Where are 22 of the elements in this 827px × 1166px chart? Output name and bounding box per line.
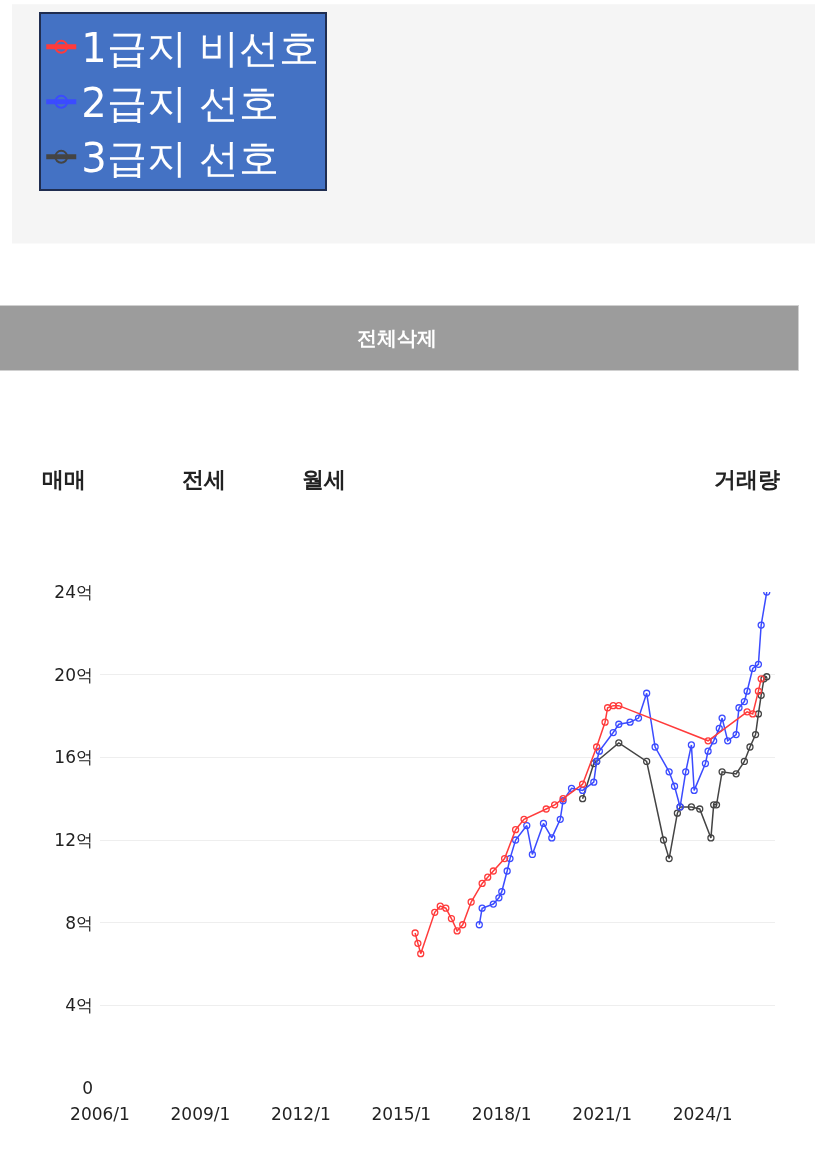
x-tick-label: 2006/1	[70, 1104, 130, 1124]
y-tick-label: 24억	[54, 581, 93, 602]
legend-label: 1급지 비선호	[81, 25, 320, 72]
y-tick-label: 16억	[54, 747, 93, 768]
text: 전체삭제	[357, 326, 437, 350]
x-tick-label: 2024/1	[672, 1104, 733, 1124]
x-tick-label: 2021/1	[572, 1104, 633, 1124]
text: 월세	[302, 467, 346, 492]
text: 전세	[182, 467, 226, 492]
y-tick-label: 20억	[54, 664, 93, 685]
y-tick-label: 8억	[65, 912, 93, 933]
x-tick-label: 2018/1	[471, 1104, 532, 1124]
legend-label: 2급지 선호	[81, 80, 280, 127]
x-tick-label: 2009/1	[170, 1104, 231, 1124]
legend-label: 3급지 선호	[81, 135, 280, 182]
x-tick-label: 2012/1	[270, 1104, 331, 1124]
text: 매매	[42, 467, 86, 492]
x-tick-label: 2015/1	[371, 1104, 432, 1124]
y-tick-label: 0	[82, 1077, 93, 1098]
text: 거래량	[714, 467, 780, 492]
y-tick-label: 12억	[54, 829, 93, 850]
y-tick-label: 4억	[65, 995, 93, 1016]
